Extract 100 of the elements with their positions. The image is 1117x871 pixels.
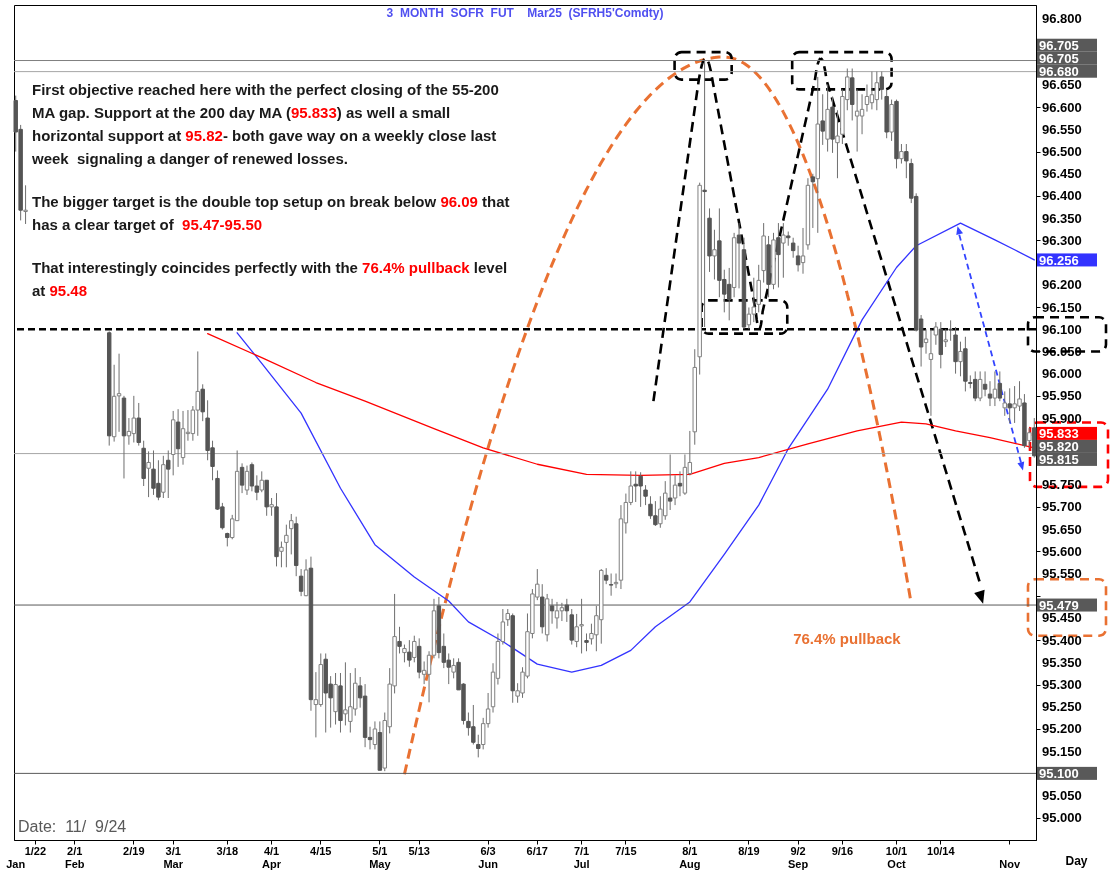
x-tick-label: 10/14 <box>927 845 956 857</box>
x-tick-label: 9/2 Sep <box>788 845 809 870</box>
candlestick <box>451 657 456 679</box>
y-tick-label: 95.600 <box>1042 543 1082 559</box>
x-tick-label: 3/18 <box>216 845 239 857</box>
candlestick <box>982 370 988 397</box>
x-tick-label: 4/1 Apr <box>262 845 282 870</box>
x-tick-label: 8/1 Aug <box>679 845 701 870</box>
candlestick <box>407 639 412 668</box>
candlestick <box>284 524 289 568</box>
candlestick <box>958 341 963 377</box>
candlestick <box>977 370 983 402</box>
y-tick-label: 96.450 <box>1042 166 1082 182</box>
y-tick-label: 95.250 <box>1042 699 1082 715</box>
ref-line-label: 95.100 <box>1039 766 1079 782</box>
y-tick-label: 95.350 <box>1042 654 1082 670</box>
data-label: 95.833 <box>1039 426 1079 442</box>
price-tag: 95.100 <box>1037 766 1097 782</box>
y-tick-label: 95.900 <box>1042 410 1082 426</box>
text: That interestingly coincides perfectly with the 76.4% pullback level at 95.48 <box>32 259 508 299</box>
candlestick <box>249 461 255 492</box>
candlestick <box>279 541 284 568</box>
candlestick <box>146 450 151 498</box>
y-tick-label: 96.600 <box>1042 99 1082 115</box>
y-tick-label: 96.200 <box>1042 277 1082 293</box>
x-tick-label: 2/19 <box>123 845 145 857</box>
candlestick <box>928 328 934 417</box>
candlestick <box>116 353 122 433</box>
candlestick <box>879 71 884 101</box>
candlestick <box>712 229 717 280</box>
candlestick <box>854 88 860 153</box>
candlestick <box>781 222 786 279</box>
x-tick-label: 6/3 Jun <box>478 845 499 870</box>
candlestick <box>800 227 806 275</box>
x-tick-label: 5/13 <box>408 845 430 857</box>
y-tick-label: 96.000 <box>1042 366 1082 382</box>
y-tick-label: 96.100 <box>1042 321 1082 337</box>
candlestick <box>859 93 865 135</box>
x-tick-label: 9/16 <box>831 845 854 857</box>
y-tick-label: 95.700 <box>1042 499 1082 515</box>
candlestick <box>131 395 137 443</box>
candlestick <box>1007 387 1012 424</box>
candlestick <box>259 470 264 493</box>
candlestick <box>554 601 560 630</box>
candlestick <box>923 328 929 355</box>
text: First objective reached here with the perfect closing of the 55-200 MA gap. Support at the 200 day MA (95.833) as well a small horizontal support at 95.82- both gave way on a weekly close last week signaling a danger of renewed losses. <box>32 81 499 167</box>
x-tick-label: 8/19 <box>738 845 760 857</box>
candlestick <box>397 626 402 654</box>
candlestick <box>412 635 417 663</box>
candlestick <box>869 71 875 110</box>
y-tick-label: 95.300 <box>1042 677 1082 693</box>
y-tick-label: 95.400 <box>1042 632 1082 648</box>
y-tick-label: 95.200 <box>1042 721 1082 737</box>
data-label: 96.256 <box>1039 252 1079 268</box>
y-tick-label: 96.650 <box>1042 77 1082 93</box>
candlestick <box>372 720 378 750</box>
price-tag: 96.705 <box>1037 38 1097 54</box>
y-tick-label: 95.000 <box>1042 810 1082 826</box>
x-tick-label: Nov <box>999 858 1021 870</box>
ref-line-label: 96.680 <box>1039 64 1079 80</box>
candlestick <box>997 370 1003 402</box>
x-tick-label: 4/15 <box>310 845 332 857</box>
annotation: 76.4% pullback <box>793 629 902 647</box>
y-tick-label: 95.950 <box>1042 388 1082 404</box>
candlestick <box>987 380 993 407</box>
candlestick <box>736 222 742 289</box>
candlestick <box>239 462 245 494</box>
x-tick-label: 5/1 May <box>369 845 392 870</box>
candlestick <box>820 93 825 146</box>
candlestick <box>864 84 870 113</box>
candlestick <box>289 513 294 555</box>
candlestick <box>776 222 781 288</box>
candlestick <box>672 474 678 506</box>
candlestick <box>643 484 648 506</box>
candlestick <box>476 734 481 758</box>
text: The bigger target is the double top setup on break below 96.09 that has a clear target of 95.47-95.50 <box>32 193 510 233</box>
candlestick <box>992 370 998 407</box>
candlestick <box>667 453 673 511</box>
candlestick <box>795 245 801 272</box>
candlestick <box>746 306 752 330</box>
x-tick-label: 1/22 <box>24 845 47 857</box>
candlestick <box>23 184 28 225</box>
y-tick-label: 96.300 <box>1042 232 1082 248</box>
candlestick <box>559 602 565 622</box>
y-tick-label: 96.550 <box>1042 121 1082 137</box>
x-tick-label: 3/1 Mar <box>163 845 184 870</box>
y-tick-label: 96.500 <box>1042 144 1082 160</box>
candlestick <box>702 60 707 328</box>
x-tick-label: 7/1 Jul <box>573 845 590 870</box>
price-tag: 95.833 <box>1037 426 1097 442</box>
candlestick <box>200 383 205 422</box>
y-tick-label: 95.550 <box>1042 566 1082 582</box>
x-tick-label: 7/15 <box>615 845 637 857</box>
price-tag: 96.256 <box>1037 252 1097 268</box>
candlestick <box>1002 390 1007 417</box>
y-tick-label: 95.650 <box>1042 521 1082 537</box>
candlestick <box>899 143 904 165</box>
candlestick <box>166 449 171 499</box>
candlestick <box>244 465 250 496</box>
ref-line-label: 96.705 <box>1039 38 1079 54</box>
